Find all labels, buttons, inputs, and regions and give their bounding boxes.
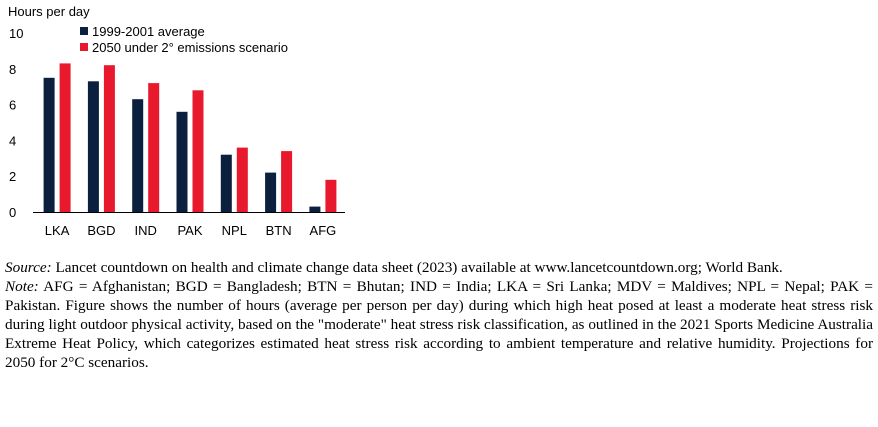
y-tick-label: 10 [9, 26, 23, 41]
note-label: Note: [5, 278, 39, 295]
bar-btn-series-1 [265, 172, 277, 212]
bars-group [43, 63, 337, 213]
note-text: AFG = Afghanistan; BGD = Bangladesh; BTN… [5, 278, 873, 371]
bar-npl-series-1 [220, 154, 232, 212]
bar-ind-series-1 [132, 99, 144, 212]
source-label: Source: [5, 259, 52, 276]
y-tick-label: 8 [9, 62, 16, 77]
bar-btn-series-2 [281, 151, 293, 212]
x-tick-label: PAK [177, 223, 202, 238]
bar-lka-series-2 [59, 63, 71, 213]
bar-chart: Hours per day 0 2 4 6 8 10 LKA BGD IND PAK NPL BTN… [8, 4, 345, 238]
x-tick-label: BTN [266, 223, 292, 238]
y-axis-ticks: 0 2 4 6 8 10 [9, 26, 23, 220]
y-tick-label: 4 [9, 133, 16, 148]
bar-pak-series-2 [192, 90, 204, 212]
x-tick-label: NPL [222, 223, 247, 238]
x-tick-label: IND [135, 223, 157, 238]
notes-block: Source: Lancet countdown on health and c… [5, 258, 873, 372]
bar-npl-series-2 [236, 147, 248, 212]
y-axis-title: Hours per day [8, 4, 90, 19]
bar-afg-series-2 [325, 179, 337, 212]
x-axis-ticks: LKA BGD IND PAK NPL BTN AFG [45, 223, 336, 238]
bar-bgd-series-1 [87, 81, 99, 212]
bar-afg-series-1 [309, 206, 321, 212]
legend-label: 1999-2001 average [92, 24, 205, 39]
y-tick-label: 6 [9, 98, 16, 113]
bar-ind-series-2 [148, 83, 160, 212]
legend-label: 2050 under 2° emissions scenario [92, 40, 288, 55]
y-tick-label: 2 [9, 169, 16, 184]
x-tick-label: BGD [87, 223, 115, 238]
y-tick-label: 0 [9, 205, 16, 220]
bar-lka-series-1 [43, 77, 55, 213]
source-text: Lancet countdown on health and climate c… [51, 259, 783, 276]
legend-swatch [80, 43, 88, 51]
figure-note: Note: AFG = Afghanistan; BGD = Banglades… [5, 277, 873, 372]
legend-swatch [80, 27, 88, 35]
bar-pak-series-1 [176, 111, 188, 212]
x-tick-label: AFG [310, 223, 337, 238]
source-note: Source: Lancet countdown on health and c… [5, 258, 873, 277]
x-tick-label: LKA [45, 223, 70, 238]
bar-bgd-series-2 [103, 65, 115, 212]
